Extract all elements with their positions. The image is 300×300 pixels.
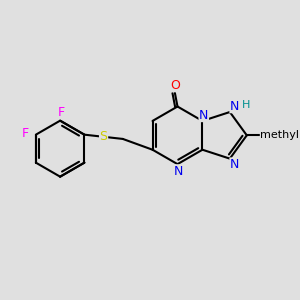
Text: F: F bbox=[58, 106, 65, 118]
Text: N: N bbox=[230, 158, 239, 171]
Text: N: N bbox=[199, 109, 208, 122]
Text: O: O bbox=[170, 79, 180, 92]
Text: S: S bbox=[100, 130, 108, 143]
Text: methyl: methyl bbox=[260, 130, 299, 140]
Text: F: F bbox=[22, 127, 29, 140]
Text: H: H bbox=[242, 100, 250, 110]
Text: N: N bbox=[230, 100, 239, 113]
Text: N: N bbox=[174, 165, 184, 178]
